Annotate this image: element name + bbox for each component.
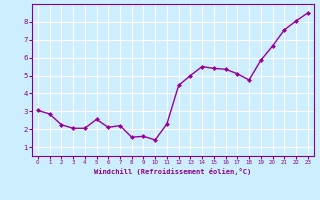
X-axis label: Windchill (Refroidissement éolien,°C): Windchill (Refroidissement éolien,°C) [94, 168, 252, 175]
